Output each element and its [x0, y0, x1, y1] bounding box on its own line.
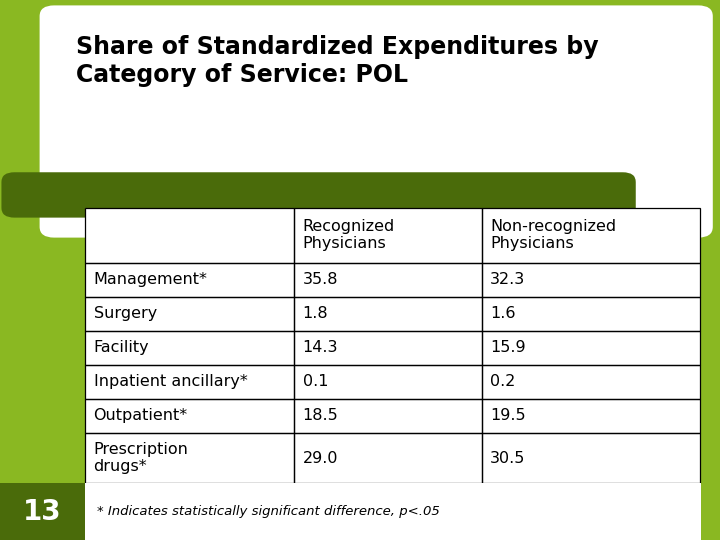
Text: Outpatient*: Outpatient* — [94, 408, 188, 423]
Text: 0.1: 0.1 — [302, 374, 328, 389]
Text: 0.2: 0.2 — [490, 374, 516, 389]
Text: 13: 13 — [23, 498, 62, 526]
Text: 14.3: 14.3 — [302, 340, 338, 355]
Text: 18.5: 18.5 — [302, 408, 338, 423]
Text: 15.9: 15.9 — [490, 340, 526, 355]
Text: 19.5: 19.5 — [490, 408, 526, 423]
Text: 1.6: 1.6 — [490, 306, 516, 321]
Text: 35.8: 35.8 — [302, 272, 338, 287]
Text: Prescription
drugs*: Prescription drugs* — [94, 442, 189, 474]
Text: Non-recognized
Physicians: Non-recognized Physicians — [490, 219, 616, 252]
Text: * Indicates statistically significant difference, p<.05: * Indicates statistically significant di… — [97, 505, 440, 518]
Text: 32.3: 32.3 — [490, 272, 526, 287]
Text: Share of Standardized Expenditures by
Category of Service: POL: Share of Standardized Expenditures by Ca… — [76, 35, 598, 87]
Text: Inpatient ancillary*: Inpatient ancillary* — [94, 374, 248, 389]
Text: Surgery: Surgery — [94, 306, 157, 321]
Text: Recognized
Physicians: Recognized Physicians — [302, 219, 395, 252]
Text: Management*: Management* — [94, 272, 207, 287]
Text: 30.5: 30.5 — [490, 450, 526, 465]
Text: 1.8: 1.8 — [302, 306, 328, 321]
Text: 29.0: 29.0 — [302, 450, 338, 465]
Text: Facility: Facility — [94, 340, 149, 355]
